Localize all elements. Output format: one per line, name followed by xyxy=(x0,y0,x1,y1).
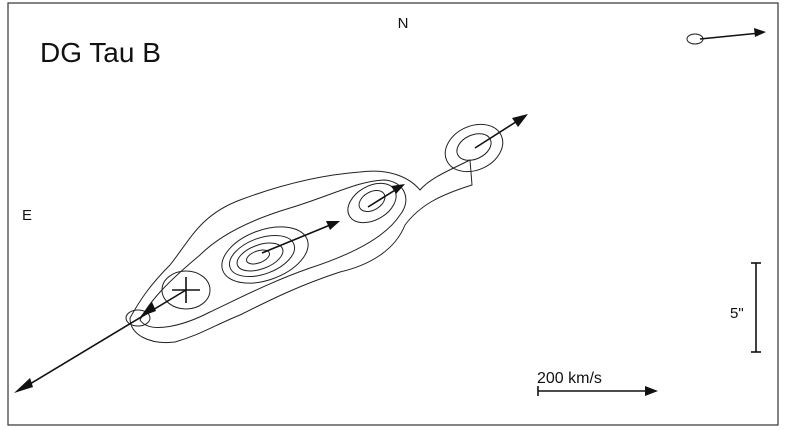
page: {"figure": {"title": "DG Tau B", "north_… xyxy=(0,0,785,430)
figure-title: DG Tau B xyxy=(40,37,161,68)
north-label: N xyxy=(398,15,409,32)
figure: DG Tau B N E 5" 200 km/s xyxy=(0,0,785,430)
east-label: E xyxy=(22,207,32,224)
body: DG Tau B N E 5" 200 km/s xyxy=(0,0,785,430)
velocity-scale-label: 200 km/s xyxy=(537,370,602,387)
angular-scale-label: 5" xyxy=(730,305,744,322)
